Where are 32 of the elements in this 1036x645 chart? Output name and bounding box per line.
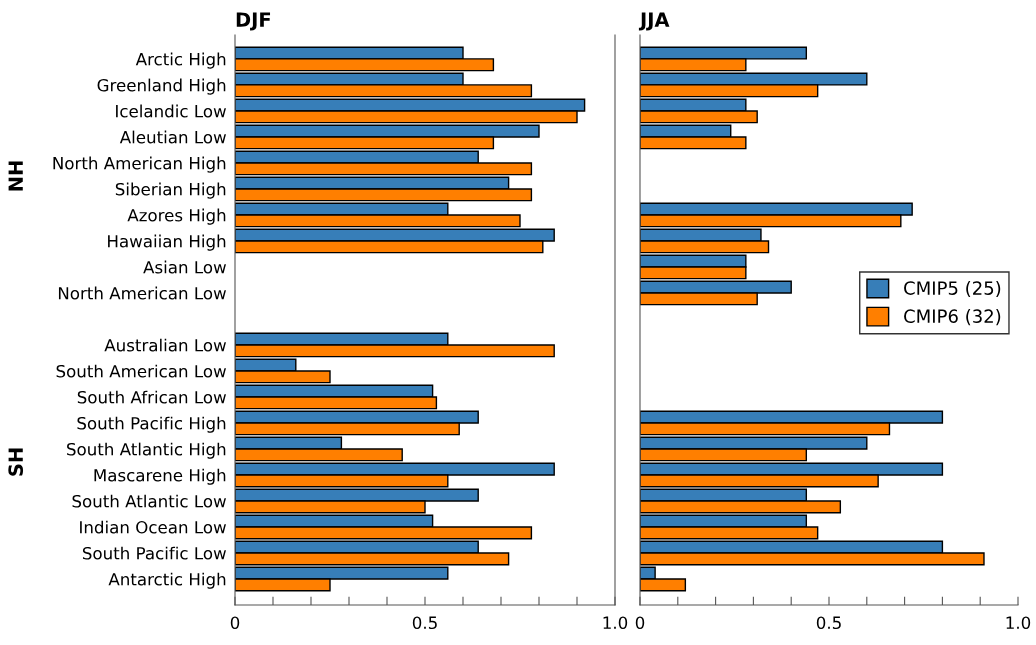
y-tick-label: North American Low <box>58 286 226 300</box>
y-tick-label: South African Low <box>77 390 226 404</box>
y-tick-label: Mascarene High <box>94 468 226 485</box>
legend-label: CMIP6 (32) <box>904 309 1001 326</box>
y-tick-label: Siberian High <box>115 182 226 199</box>
chart-title: JJA <box>638 12 670 31</box>
y-tick-label: South Atlantic Low <box>72 494 226 508</box>
y-tick-label: South Atlantic High <box>67 442 226 459</box>
x-tick-label: 0.5 <box>412 616 437 630</box>
text: NH <box>8 161 23 191</box>
y-tick-label: South Pacific High <box>77 416 226 433</box>
y-tick-label: Hawaiian High <box>108 234 226 251</box>
x-tick-label: 0.5 <box>816 616 841 630</box>
y-tick-label: Indian Ocean Low <box>80 520 226 534</box>
y-tick-label: Aleutian Low <box>119 130 226 144</box>
y-tick-label: Asian Low <box>143 260 226 274</box>
x-tick-label: 1.0 <box>603 616 628 630</box>
x-tick-label: 0 <box>635 616 645 630</box>
y-tick-label: South Pacific Low <box>82 546 226 560</box>
chart-title: DJF <box>236 12 271 31</box>
y-tick-label: Arctic High <box>135 52 226 69</box>
x-tick-label: 1.0 <box>1006 616 1031 630</box>
y-tick-label: Antarctic High <box>108 572 226 589</box>
legend-label: CMIP5 (25) <box>904 280 1001 298</box>
y-tick-label: South American Low <box>56 364 226 378</box>
y-tick-label: Azores High <box>127 208 226 225</box>
y-tick-label: Icelandic Low <box>116 104 226 118</box>
y-tick-label: Greenland High <box>97 78 226 95</box>
text: SH <box>8 448 24 476</box>
x-tick-label: 0 <box>230 616 240 630</box>
y-tick-label: Australian Low <box>104 338 226 352</box>
y-tick-label: North American High <box>53 156 226 173</box>
